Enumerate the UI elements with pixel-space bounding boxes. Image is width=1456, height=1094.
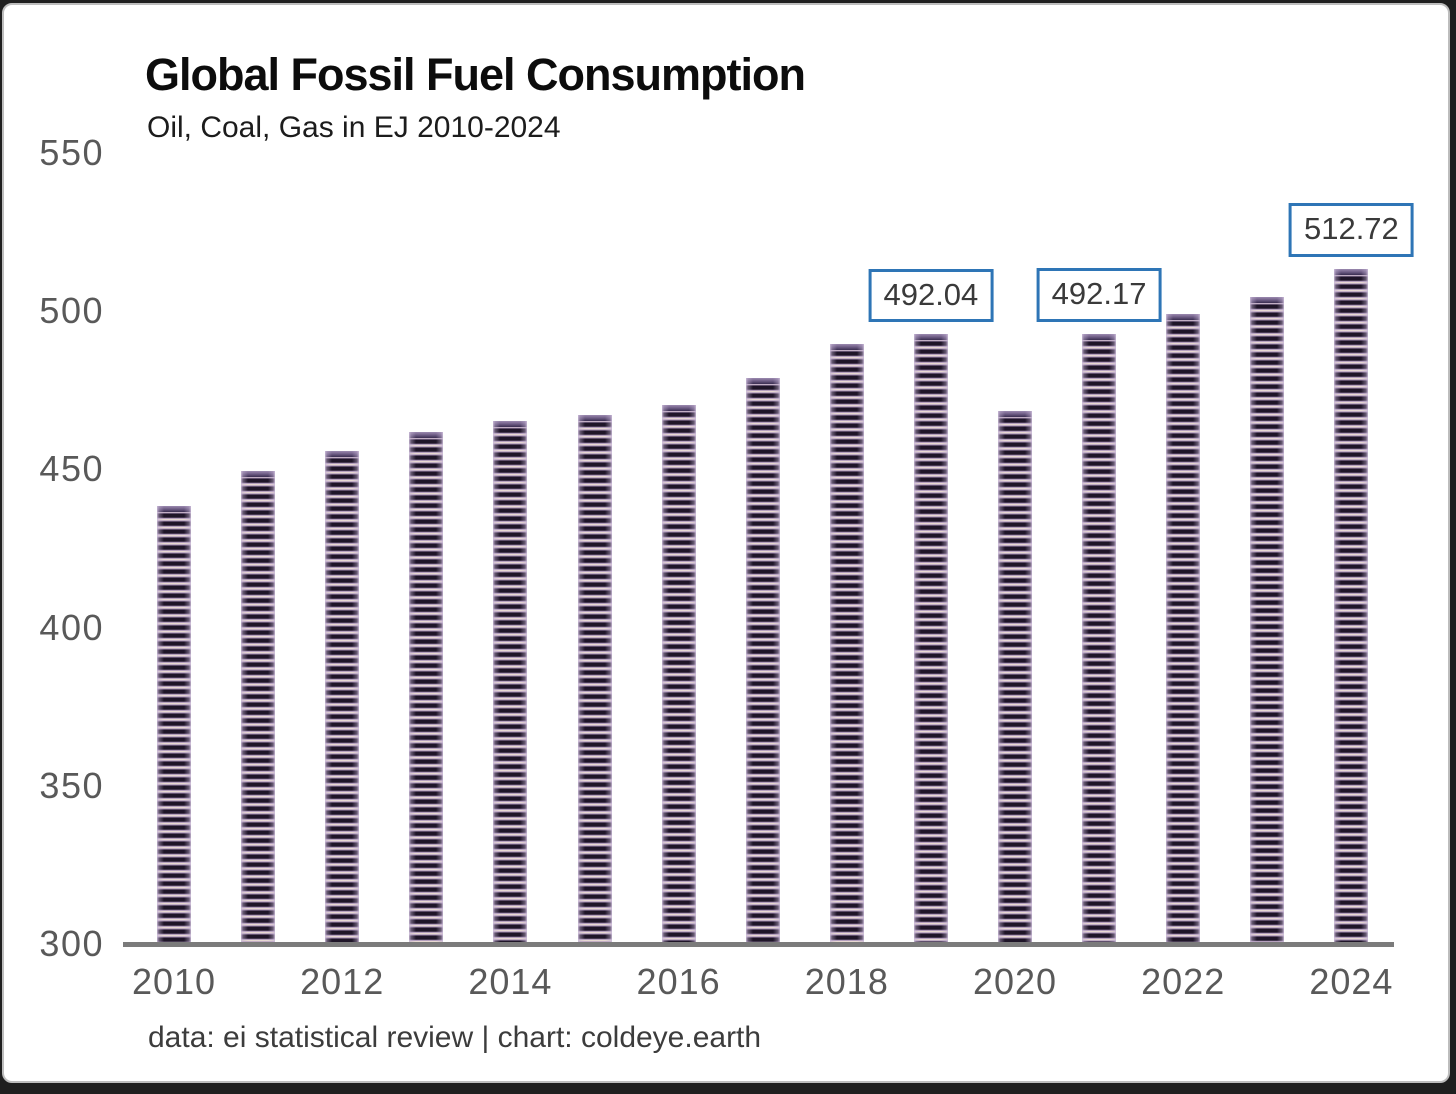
x-tick-2020: 2020 — [972, 961, 1058, 1002]
bar-2016 — [661, 405, 696, 942]
fossil-fuel-chart: Global Fossil Fuel Consumption Oil, Coal… — [4, 5, 1448, 1081]
x-tick-2012: 2012 — [300, 961, 385, 1002]
y-tick-300: 300 — [39, 923, 104, 964]
chart-title: Global Fossil Fuel Consumption — [145, 49, 806, 100]
bar-2011 — [241, 471, 276, 942]
bar-2021 — [1082, 333, 1117, 943]
bar-2013 — [409, 431, 444, 943]
bar-2022 — [1166, 313, 1201, 943]
bar-2020 — [998, 410, 1032, 943]
y-tick-350: 350 — [39, 764, 104, 806]
value-label-2021: 492.17 — [1036, 268, 1162, 322]
x-axis-line — [123, 942, 1394, 947]
x-tick-2024: 2024 — [1309, 961, 1394, 1002]
bar-2023 — [1250, 296, 1285, 943]
bar-2012 — [325, 451, 360, 942]
x-tick-2022: 2022 — [1141, 961, 1226, 1002]
x-tick-2016: 2016 — [636, 961, 721, 1002]
bar-2018 — [829, 344, 864, 942]
plot-area: 492.04 492.17 512.72 — [125, 151, 1414, 943]
x-tick-2014: 2014 — [468, 961, 553, 1002]
value-label-2019: 492.04 — [868, 268, 994, 323]
bar-2015 — [577, 414, 612, 943]
y-tick-500: 500 — [39, 290, 104, 332]
x-tick-2018: 2018 — [804, 961, 889, 1002]
x-tick-2010: 2010 — [131, 961, 217, 1002]
chart-card: Global Fossil Fuel Consumption Oil, Coal… — [2, 3, 1450, 1083]
value-label-2024: 512.72 — [1288, 203, 1414, 257]
bar-2024 — [1334, 268, 1369, 943]
bar-2017 — [745, 377, 780, 943]
bar-2019 — [913, 334, 948, 942]
chart-subtitle: Oil, Coal, Gas in EJ 2010-2024 — [147, 111, 561, 144]
y-tick-550: 550 — [39, 132, 104, 173]
y-tick-450: 450 — [39, 448, 104, 490]
y-tick-400: 400 — [39, 606, 104, 648]
source-caption: data: ei statistical review | chart: col… — [148, 1021, 762, 1054]
bar-2014 — [493, 421, 528, 942]
bar-2010 — [157, 505, 191, 943]
